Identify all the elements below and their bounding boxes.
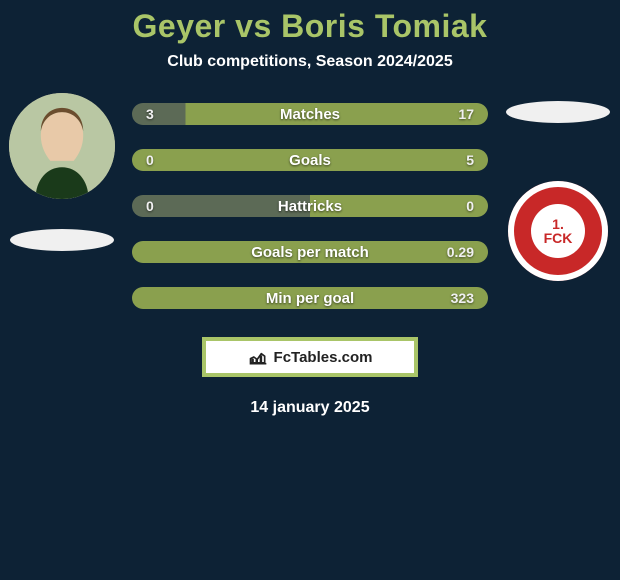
stat-label: Goals per match — [132, 244, 488, 261]
stat-value-left: 0 — [146, 152, 154, 168]
stat-value-right: 323 — [451, 290, 474, 306]
chart-icon — [248, 348, 268, 366]
stat-label: Goals — [132, 152, 488, 169]
club-badge-text: 1.FCK — [544, 217, 573, 245]
branding-badge[interactable]: FcTables.com — [202, 337, 418, 377]
stat-row: 0Goals5 — [132, 149, 488, 171]
player-avatar-left — [9, 93, 115, 199]
club-badge-right: 1.FCK — [508, 181, 608, 281]
subtitle: Club competitions, Season 2024/2025 — [167, 53, 452, 71]
stat-value-left: 0 — [146, 198, 154, 214]
stat-value-right: 17 — [458, 106, 474, 122]
avatar-placeholder-icon — [9, 93, 115, 199]
stat-row: Goals per match0.29 — [132, 241, 488, 263]
stat-value-right: 0 — [466, 198, 474, 214]
stat-row: 3Matches17 — [132, 103, 488, 125]
date-text: 14 january 2025 — [250, 399, 369, 417]
stat-value-left: 3 — [146, 106, 154, 122]
club-badge-inner: 1.FCK — [531, 204, 585, 258]
stat-label: Hattricks — [132, 198, 488, 215]
stat-value-right: 0.29 — [447, 244, 474, 260]
stats-column: 3Matches170Goals50Hattricks0Goals per ma… — [132, 97, 488, 309]
main-row: 3Matches170Goals50Hattricks0Goals per ma… — [0, 97, 620, 309]
branding-text: FcTables.com — [274, 349, 373, 366]
stat-value-right: 5 — [466, 152, 474, 168]
flag-left — [10, 229, 114, 251]
left-column — [2, 97, 122, 251]
flag-right — [506, 101, 610, 123]
right-column: 1.FCK — [498, 97, 618, 263]
stat-row: 0Hattricks0 — [132, 195, 488, 217]
comparison-card: Geyer vs Boris Tomiak Club competitions,… — [0, 0, 620, 417]
page-title: Geyer vs Boris Tomiak — [133, 8, 488, 45]
stat-label: Min per goal — [132, 290, 488, 307]
stat-row: Min per goal323 — [132, 287, 488, 309]
stat-label: Matches — [132, 106, 488, 123]
